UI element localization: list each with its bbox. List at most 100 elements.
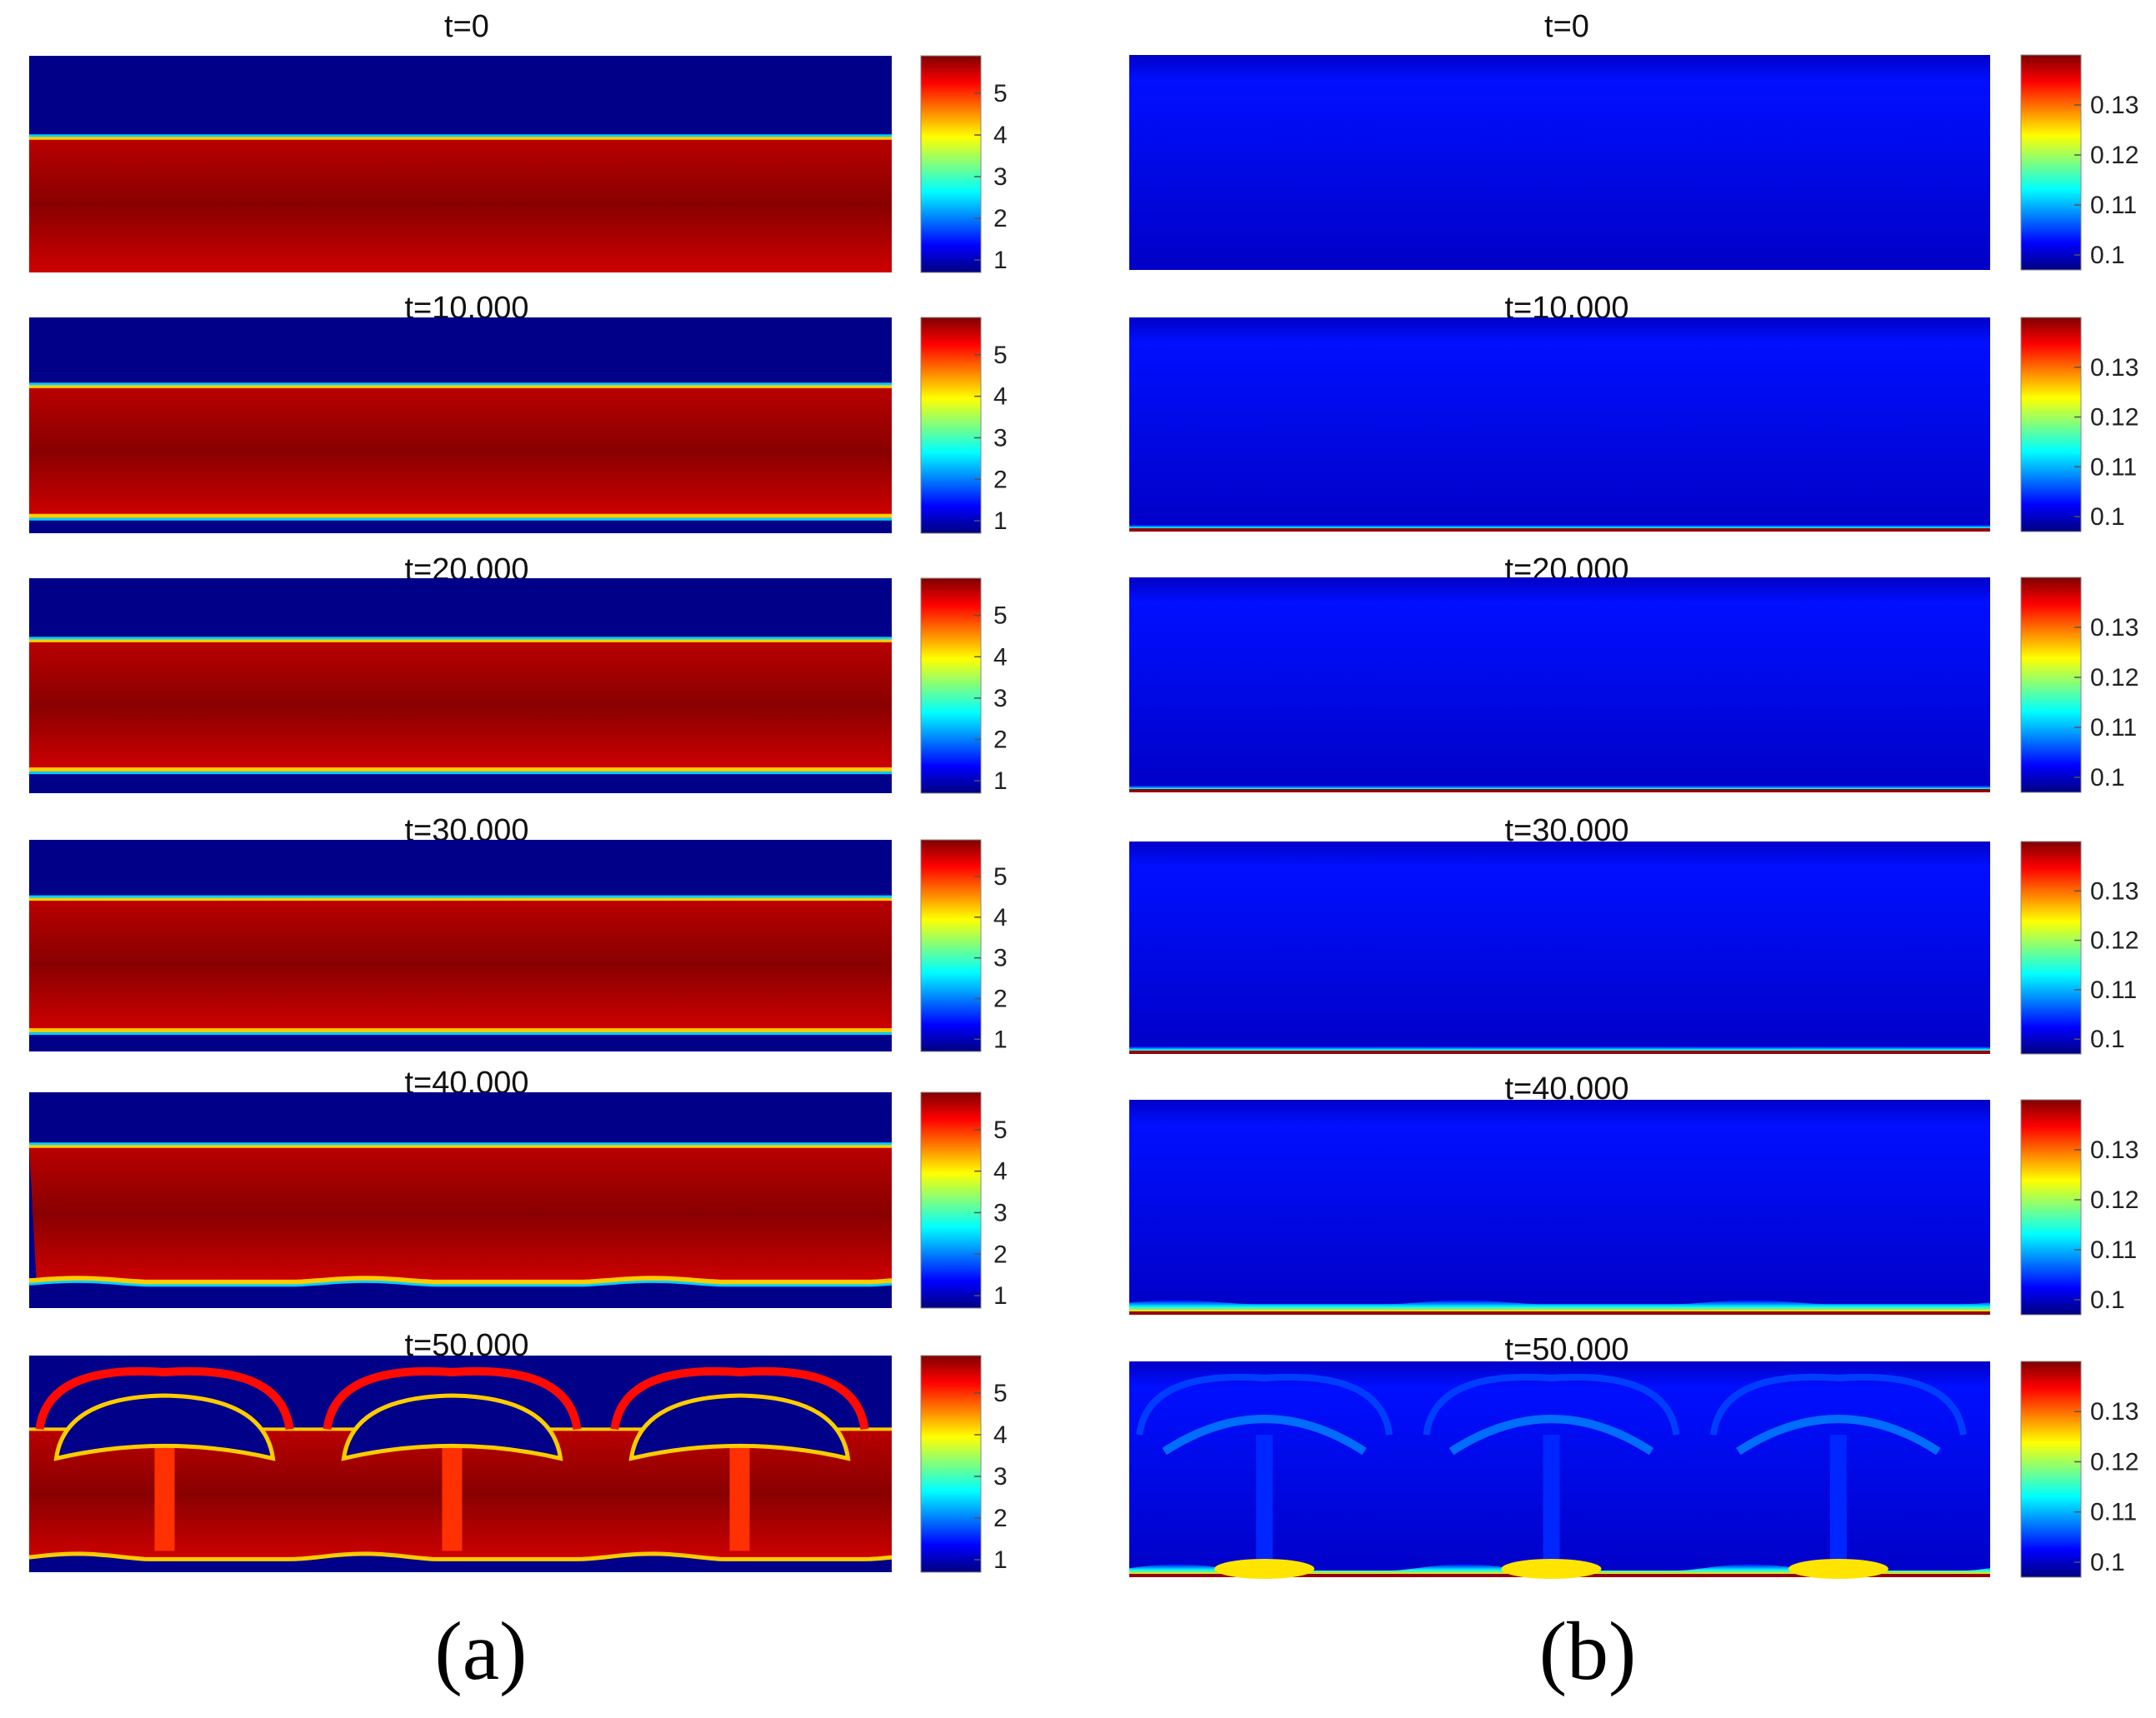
plume-stem	[1829, 1435, 1847, 1565]
plume-root	[1214, 1559, 1315, 1579]
lower-interface	[28, 1551, 893, 1561]
panel-a-frame: t=0 1 2 3 4 5	[29, 9, 1008, 274]
colorbar-tick-label: 5	[993, 602, 1008, 630]
colorbar	[2020, 577, 2082, 793]
mushroom-cap-outer	[610, 1366, 869, 1431]
plume-cap	[1709, 1373, 1967, 1436]
plume-inner	[1736, 1415, 1941, 1456]
colorbar-tick-label: 4	[993, 1158, 1008, 1186]
colorbar-tick-label: 3	[993, 424, 1008, 452]
field-background	[1129, 317, 1990, 532]
field-background	[1129, 842, 1990, 1054]
colorbar	[2020, 1099, 2082, 1316]
colorbar-tick-label: 0.13	[2090, 354, 2138, 382]
colorbar-tick-label: 4	[993, 1421, 1008, 1449]
colorbar-tick-label: 0.13	[2090, 877, 2138, 905]
colorbar-tick-label: 1	[993, 1026, 1008, 1053]
colorbar-tick-label: 4	[993, 122, 1008, 149]
plume-root	[1501, 1559, 1602, 1579]
plume-stem	[1543, 1435, 1560, 1565]
colorbar-tick-label: 4	[993, 643, 1008, 671]
colorbar-tick-label: 0.11	[2090, 1236, 2137, 1264]
colorbar-tick-label: 3	[993, 1463, 1008, 1491]
field-background	[1129, 1100, 1990, 1315]
plume-inner	[1448, 1415, 1654, 1456]
colorbar-tick-label: 4	[993, 904, 1008, 931]
colorbar-tick-label: 5	[993, 863, 1008, 891]
plume-stem	[729, 1429, 750, 1551]
colorbar	[920, 55, 982, 273]
colorbar	[920, 577, 982, 794]
colorbar-tick-label: 1	[993, 507, 1008, 535]
colorbar	[920, 317, 982, 534]
lower-interface-edge	[28, 1280, 893, 1287]
colorbar-tick-label: 1	[993, 1282, 1008, 1310]
bottom-light-layer	[29, 1553, 892, 1572]
enriched-layer	[1129, 1046, 1990, 1054]
heavy-band	[29, 899, 892, 1031]
frame-title: t=0	[444, 9, 489, 44]
lower-interface	[28, 1276, 893, 1285]
panel-b-frame: t=0 0.1 0.11 0.12 0.13	[1129, 9, 2138, 271]
colorbar-tick-label: 2	[993, 986, 1008, 1013]
colorbar-tick-label: 2	[993, 466, 1008, 493]
plume-cap	[1423, 1373, 1680, 1436]
enriched-layer	[1129, 1300, 1990, 1315]
plume-root	[1788, 1559, 1888, 1579]
field-background	[1129, 55, 1990, 270]
colorbar-tick-label: 3	[993, 685, 1008, 712]
plume-stem	[154, 1429, 175, 1551]
frame-title: t=0	[1544, 9, 1589, 44]
mushroom-cap-outer	[323, 1366, 582, 1431]
colorbar-tick-label: 5	[993, 342, 1008, 369]
colorbar-tick-label: 0.13	[2090, 92, 2138, 119]
colorbar-tick-label: 3	[993, 945, 1008, 972]
colorbar	[920, 839, 982, 1052]
colorbar-tick-label: 3	[993, 1199, 1008, 1226]
mushroom-pocket	[53, 1393, 276, 1461]
colorbar-tick-label: 2	[993, 727, 1008, 754]
colorbar-tick-label: 0.12	[2090, 927, 2138, 955]
colorbar-tick-label: 0.13	[2090, 1398, 2138, 1426]
mushroom-pocket	[341, 1393, 563, 1461]
colorbar-tick-label: 0.12	[2090, 1186, 2138, 1214]
colorbar-tick-label: 2	[993, 1241, 1008, 1268]
colorbar-tick-label: 0.11	[2090, 453, 2137, 481]
colorbar-tick-label: 0.13	[2090, 614, 2138, 642]
colorbar-tick-label: 5	[993, 1116, 1008, 1144]
colorbar-tick-label: 4	[993, 383, 1008, 411]
colorbar-tick-label: 1	[993, 767, 1008, 795]
colorbar	[920, 1091, 982, 1309]
colorbar-tick-label: 0.1	[2090, 1026, 2125, 1053]
heavy-band	[29, 640, 892, 770]
colorbar-tick-label: 0.1	[2090, 242, 2125, 269]
plume-inner	[1162, 1415, 1367, 1456]
colorbar-tick-label: 3	[993, 163, 1008, 191]
colorbar-tick-label: 5	[993, 1380, 1008, 1407]
panel-label-a: (a)	[435, 1605, 528, 1697]
plume-stem	[442, 1429, 463, 1551]
heavy-band	[29, 137, 892, 272]
plume-stem	[1256, 1435, 1273, 1565]
colorbar-tick-label: 0.11	[2090, 192, 2137, 219]
colorbar-tick-label: 0.11	[2090, 1499, 2137, 1526]
colorbar-tick-label: 1	[993, 1546, 1008, 1574]
colorbar-tick-label: 5	[993, 80, 1008, 107]
colorbar-tick-label: 0.1	[2090, 1549, 2125, 1576]
panel-label-b: (b)	[1539, 1605, 1637, 1697]
colorbar-tick-label: 2	[993, 205, 1008, 232]
colorbar-tick-label: 0.12	[2090, 404, 2138, 432]
mushroom-cap-outer	[35, 1366, 294, 1431]
colorbar	[2020, 841, 2082, 1055]
plume-cap	[1136, 1373, 1393, 1436]
